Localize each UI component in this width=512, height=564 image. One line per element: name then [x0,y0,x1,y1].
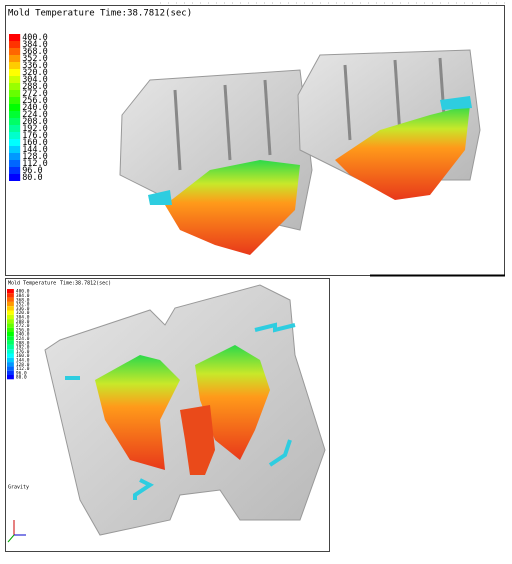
legend-swatch [7,319,14,324]
legend-swatch [9,48,21,55]
legend-swatch [7,310,14,315]
legend-swatch [9,55,21,62]
legend-swatch [9,62,21,69]
legend-label: 176.0 [22,131,48,141]
legend-swatch [9,76,21,83]
legend-label: 400.0 [22,33,48,43]
mold-left [119,69,313,255]
legend-label: 384.0 [16,293,30,299]
legend-swatch [7,375,14,380]
legend-swatch [7,327,14,332]
legend-swatch [9,139,21,146]
legend-label: 320.0 [22,68,48,78]
legend-label: 352.0 [22,54,48,64]
legend-swatch [7,353,14,358]
legend-label: 96.0 [22,166,42,176]
legend-label: 144.0 [22,145,48,155]
legend-swatch [7,293,14,298]
legend-swatch [7,362,14,367]
legend-swatch [9,69,21,76]
legend-label: 320.0 [16,310,30,316]
legend-swatch [9,34,21,41]
mold-right [297,49,481,200]
legend-label: 304.0 [22,75,48,85]
legend-label: 144.0 [16,357,30,363]
legend-label: 384.0 [22,40,48,50]
legend-swatch [9,160,21,167]
mold-plate [44,284,326,536]
legend-swatch [9,118,21,125]
legend-label: 368.0 [16,297,30,303]
legend-swatch [9,174,21,181]
view-title: Mold Temperature [8,9,95,19]
legend-label: 208.0 [22,117,48,127]
legend-label: 80.0 [16,375,27,381]
legend-swatch [7,314,14,320]
legend-swatch [7,297,14,302]
legend-label: 256.0 [16,327,30,333]
legend-label: 240.0 [22,103,48,113]
legend-label: 192.0 [16,345,30,351]
legend-label: 112.0 [22,159,48,169]
legend-swatch [7,301,14,307]
legend-swatch [9,104,21,111]
legend-swatch [7,340,14,345]
legend-swatch [9,90,21,97]
view-time: Time:38.7812(sec) [100,9,192,19]
legend-label: 256.0 [22,96,48,106]
gravity-label: Gravity [8,485,29,491]
legend-label: 208.0 [16,340,30,346]
legend-swatch [9,125,21,132]
legend-label: 80.0 [22,173,42,183]
legend-label: 304.0 [16,314,30,320]
legend-label: 96.0 [16,370,27,376]
legend-swatch [7,289,14,294]
legend-label: 192.0 [22,124,48,134]
legend-swatch [9,41,21,48]
legend-swatch [9,132,21,139]
legend-swatch [9,111,21,118]
legend-label: 272.0 [16,323,30,329]
legend-swatch [7,357,14,363]
legend-label: 336.0 [16,306,30,312]
legend-swatch [7,344,14,350]
legend-swatch [7,306,14,311]
legend-label: 224.0 [16,336,30,342]
legend-label: 272.0 [22,89,48,99]
legend-swatch [9,153,21,160]
legend-swatch [7,336,14,341]
legend-swatch [7,349,14,354]
legend-swatch [9,167,21,174]
legend-swatch [9,97,21,104]
view-time: Time:38.7812(sec) [60,281,111,287]
legend: 400.0384.0368.0352.0336.0320.0304.0288.0… [9,33,48,183]
view-title: Mold Temperature [8,281,56,287]
legend-label: 352.0 [16,302,30,308]
legend-label: 176.0 [16,349,30,355]
legend-label: 400.0 [16,289,30,295]
legend-label: 240.0 [16,332,30,338]
legend-label: 112.0 [16,366,30,372]
legend-swatch [9,146,21,153]
legend-swatch [7,323,14,328]
legend-label: 128.0 [16,362,30,368]
legend-label: 288.0 [16,319,30,325]
legend-label: 160.0 [16,353,30,359]
legend-label: 288.0 [22,82,48,92]
legend-swatch [7,366,14,371]
legend-swatch [7,370,14,375]
legend-label: 336.0 [22,61,48,71]
legend-label: 128.0 [22,152,48,162]
legend-swatch [7,332,14,337]
legend-label: 160.0 [22,138,48,148]
legend-label: 368.0 [22,47,48,57]
legend-label: 224.0 [22,110,48,120]
axis-triad [7,534,15,543]
legend-swatch [9,83,21,90]
legend: 400.0384.0368.0352.0336.0320.0304.0288.0… [7,289,30,381]
